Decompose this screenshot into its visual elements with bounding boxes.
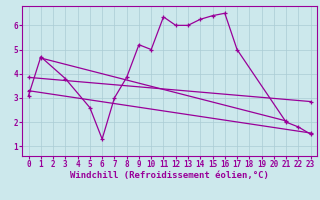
X-axis label: Windchill (Refroidissement éolien,°C): Windchill (Refroidissement éolien,°C) [70,171,269,180]
